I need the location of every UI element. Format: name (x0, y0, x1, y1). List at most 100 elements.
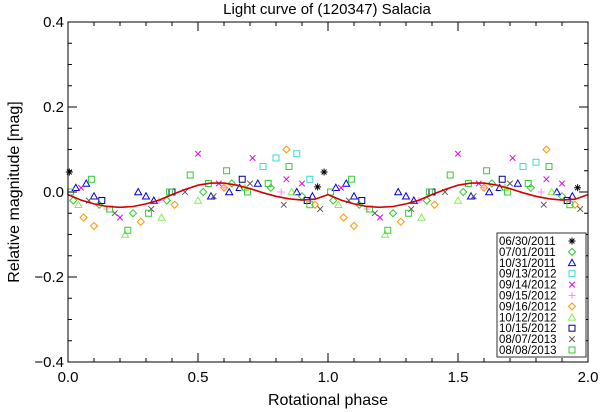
point-series-4 (283, 176, 290, 183)
legend-marker (568, 346, 576, 354)
point-series-10 (223, 167, 231, 175)
point-series-10 (124, 226, 132, 234)
legend-label: 07/01/2011 (499, 247, 556, 259)
point-series-1 (388, 209, 398, 218)
point-series-4 (116, 214, 124, 221)
point-series-10 (384, 226, 392, 234)
point-series-7 (287, 187, 296, 196)
point-series-1 (328, 196, 338, 205)
legend-marker (567, 247, 577, 257)
point-series-6 (219, 183, 229, 192)
y-tick-label: −0.4 (34, 354, 64, 371)
y-tick-label: 0.4 (43, 14, 64, 31)
point-series-3 (259, 163, 267, 170)
point-series-9 (470, 193, 477, 200)
point-series-6 (170, 200, 179, 209)
y-tick-label: 0.0 (43, 184, 64, 201)
legend-label: 08/07/2013 (499, 334, 557, 346)
point-series-4 (194, 150, 202, 157)
point-series-6 (136, 217, 146, 226)
legend-marker (568, 281, 576, 288)
legend-label: 10/15/2012 (499, 323, 557, 335)
point-series-10 (566, 201, 574, 209)
point-series-6 (542, 145, 551, 154)
point-series-1 (227, 179, 237, 188)
point-series-9 (148, 205, 155, 213)
point-series-8 (238, 175, 246, 183)
point-series-8 (498, 175, 506, 183)
legend-label: 10/12/2012 (499, 312, 557, 324)
point-series-3 (519, 163, 527, 170)
point-series-9 (246, 180, 254, 187)
point-series-7 (453, 195, 463, 204)
point-series-6 (396, 217, 406, 226)
point-series-1 (487, 179, 497, 188)
point-series-2 (253, 178, 263, 187)
legend-marker (567, 302, 577, 311)
point-series-2 (89, 191, 99, 200)
point-series-7 (547, 187, 556, 196)
point-series-2 (484, 187, 494, 196)
point-series-2 (495, 183, 504, 192)
data-marks (65, 145, 584, 238)
point-series-2 (81, 178, 91, 187)
point-series-10 (446, 171, 454, 179)
point-series-0 (65, 168, 73, 176)
legend-label: 09/13/2012 (499, 269, 557, 281)
legend-label: 08/08/2013 (499, 345, 557, 357)
point-series-6 (349, 221, 359, 231)
point-series-7 (193, 195, 203, 204)
point-series-8 (358, 197, 366, 204)
point-series-10 (243, 188, 251, 196)
point-series-6 (89, 221, 99, 231)
point-series-10 (306, 201, 314, 209)
point-series-4 (558, 180, 566, 187)
legend-label: 09/16/2012 (499, 301, 557, 313)
axis-ticks: 0.0 0.5 1.0 1.5 2.0 −0.4 −0.2 0.0 0.2 0.4 (34, 14, 598, 386)
point-series-10 (347, 175, 355, 183)
point-series-7 (157, 212, 166, 221)
legend-marker (568, 335, 576, 343)
point-series-2 (141, 191, 151, 200)
point-series-9 (577, 205, 584, 213)
point-series-3 (532, 158, 540, 166)
point-series-4 (376, 214, 384, 221)
chart-title: Light curve of (120347) Salacia (223, 1, 431, 18)
point-series-7 (417, 212, 426, 221)
legend: 06/30/201107/01/201110/31/201109/13/2012… (496, 232, 587, 358)
x-tick-label: 2.0 (578, 369, 599, 386)
x-tick-label: 0.0 (58, 369, 79, 386)
point-series-10 (186, 171, 194, 179)
point-series-1 (162, 196, 172, 205)
point-series-10 (87, 175, 95, 183)
point-series-2 (235, 183, 244, 192)
point-series-6 (479, 183, 489, 192)
point-series-10 (503, 188, 511, 196)
point-series-1 (198, 187, 208, 197)
point-series-2 (71, 183, 81, 192)
point-series-6 (79, 213, 88, 222)
point-series-10 (545, 163, 553, 170)
point-series-4 (454, 150, 462, 157)
y-tick-label: −0.2 (34, 269, 64, 286)
point-series-10 (405, 209, 413, 217)
point-series-0 (314, 183, 322, 191)
point-series-2 (552, 187, 562, 196)
y-tick-label: 0.2 (43, 99, 64, 116)
point-series-1 (68, 196, 78, 205)
point-series-7 (334, 200, 343, 209)
point-series-2 (341, 178, 351, 187)
point-series-6 (339, 213, 348, 222)
point-series-4 (298, 180, 306, 187)
point-series-2 (133, 187, 143, 196)
legend-marker (568, 292, 576, 299)
x-tick-label: 1.0 (318, 369, 339, 386)
point-series-7 (380, 229, 390, 238)
point-series-1 (458, 187, 468, 197)
point-series-9 (540, 201, 547, 208)
point-series-5 (537, 188, 545, 196)
x-axis-label: Rotational phase (268, 392, 388, 409)
legend-label: 09/14/2012 (499, 280, 557, 292)
point-series-8 (98, 197, 106, 204)
